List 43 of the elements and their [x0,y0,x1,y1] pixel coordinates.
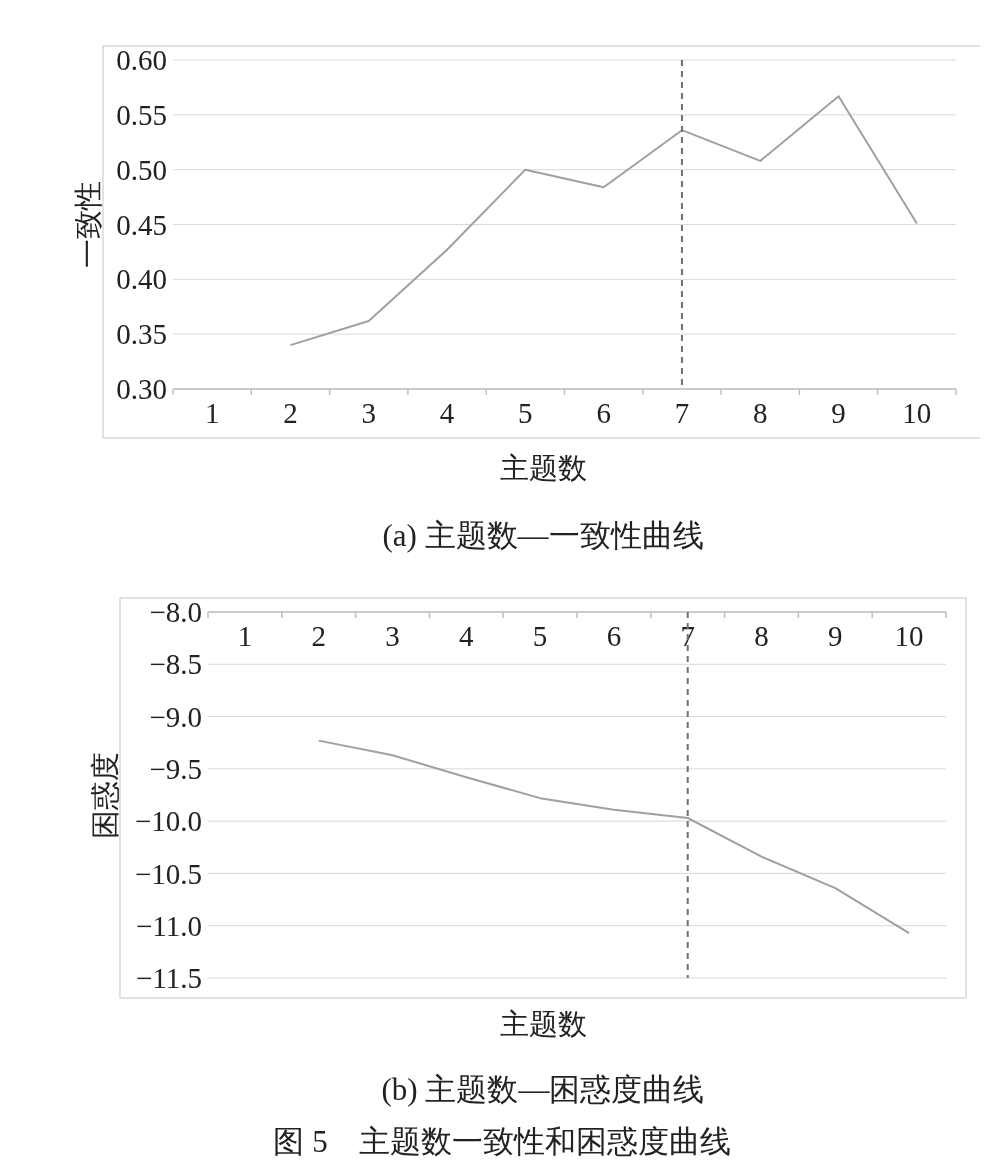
text: (a) 主题数—一致性曲线 [382,518,704,553]
x-tick-label: 9 [828,620,843,652]
y-tick-label: −10.0 [134,805,202,838]
y-tick-label: −8.0 [149,596,202,629]
y-tick-label: −11.0 [135,909,202,942]
caption: 图 5 主题数一致性和困惑度曲线 [273,1124,731,1159]
x-tick-label: 2 [283,397,298,429]
y-tick-label: 0.40 [116,263,167,296]
x-axis-title: 主题数 [499,452,587,484]
y-tick-label: 0.50 [116,153,167,186]
y-tick-label: −11.5 [135,962,202,995]
y-tick-label: 0.60 [116,44,167,77]
x-tick-label: 3 [361,397,376,429]
text: (b) 主题数—困惑度曲线 [381,1072,705,1107]
x-tick-label: 8 [754,620,769,652]
y-tick-label: −9.0 [149,700,202,733]
y-tick-label: −8.5 [149,648,202,681]
line-series [289,95,918,347]
y-tick-label: 0.30 [116,373,167,406]
x-tick-label: 5 [532,620,548,652]
y-tick-label: 0.55 [116,98,167,131]
y-tick-label: 0.35 [116,318,167,351]
y-tick-label: 0.45 [116,208,167,241]
y-axis-title: 一致性 [72,181,105,268]
x-tick-label: 3 [385,620,400,652]
x-tick-label: 1 [237,620,253,652]
y-tick-label: −9.5 [149,753,202,786]
x-tick-label: 2 [311,620,326,652]
x-axis-title: 主题数 [499,1008,587,1040]
x-tick-label: 10 [894,620,924,652]
y-axis-title: 困惑度 [89,751,122,839]
x-tick-label: 7 [674,397,690,429]
line-series [317,739,911,935]
x-tick-label: 4 [459,620,475,652]
x-tick-label: 10 [902,397,932,429]
x-tick-label: 6 [606,620,622,652]
x-tick-label: 5 [518,397,533,429]
x-tick-label: 9 [831,397,846,429]
x-tick-label: 6 [596,397,611,429]
y-tick-label: −10.5 [134,857,202,890]
x-tick-label: 1 [204,397,220,429]
x-tick-label: 4 [439,397,455,429]
x-tick-label: 8 [753,397,768,429]
